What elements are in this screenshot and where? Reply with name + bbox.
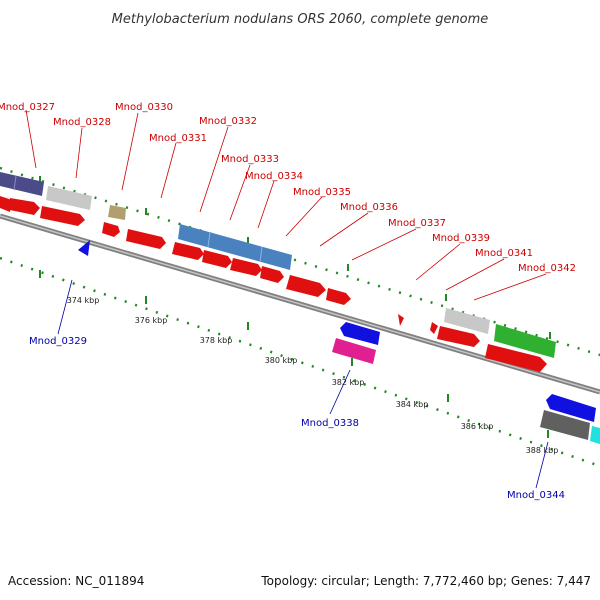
scale-label: 376 kbp — [135, 316, 168, 325]
leader-line — [25, 109, 37, 169]
gene-label[interactable]: Mnod_0341 — [475, 248, 533, 259]
leader-line — [57, 279, 73, 335]
gene-label[interactable]: Mnod_0337 — [388, 218, 446, 229]
gene-box[interactable] — [494, 324, 556, 358]
reverse-leader-lines — [57, 279, 549, 489]
gene-box[interactable] — [108, 205, 126, 220]
gene-arrow[interactable] — [340, 322, 380, 345]
gene-arrow[interactable] — [260, 266, 284, 283]
gene-label[interactable]: Mnod_0335 — [293, 187, 351, 198]
forward-strand-genes — [0, 196, 547, 372]
gene-divider — [259, 246, 263, 263]
gene-box[interactable] — [590, 426, 600, 444]
leader-line — [329, 369, 351, 415]
inner-dot-track — [0, 256, 600, 468]
leader-line — [229, 164, 251, 221]
scale-label: 384 kbp — [396, 400, 429, 409]
leader-line — [473, 273, 547, 301]
gene-label[interactable]: Mnod_0328 — [53, 117, 111, 128]
leader-line — [121, 112, 139, 191]
gene-arrow[interactable] — [546, 394, 596, 422]
leader-line — [285, 196, 323, 237]
gene-box[interactable] — [332, 338, 376, 364]
gene-label[interactable]: Mnod_0338 — [301, 418, 359, 429]
leader-line — [535, 441, 549, 489]
gene-label[interactable]: Mnod_0330 — [115, 102, 173, 113]
gene-arrow[interactable] — [398, 314, 404, 326]
gene-arrow[interactable] — [0, 196, 12, 212]
leader-line — [351, 228, 417, 261]
gene-box[interactable] — [46, 186, 92, 210]
genome-backbone-highlight — [0, 215, 600, 393]
gene-label[interactable]: Mnod_0344 — [507, 490, 565, 501]
gene-label[interactable]: Mnod_0334 — [245, 171, 303, 182]
scale-label: 378 kbp — [200, 336, 233, 345]
reverse-strand-genes — [78, 240, 600, 444]
gene-box[interactable] — [178, 224, 292, 270]
gene-arrow[interactable] — [40, 206, 85, 226]
leader-line — [319, 212, 369, 247]
gene-label[interactable]: Mnod_0331 — [149, 133, 207, 144]
leader-line — [415, 243, 461, 281]
gene-box[interactable] — [540, 410, 590, 440]
gene-divider — [13, 175, 17, 191]
gene-label[interactable]: Mnod_0339 — [432, 233, 490, 244]
genome-summary-text: Topology: circular; Length: 7,772,460 bp… — [260, 574, 591, 588]
gene-box[interactable] — [0, 172, 44, 196]
gene-arrow[interactable] — [437, 326, 480, 347]
gene-box[interactable] — [444, 308, 490, 334]
scale-label: 388 kbp — [526, 446, 559, 455]
gene-label[interactable]: Mnod_0329 — [29, 336, 87, 347]
forward-leader-lines — [25, 109, 547, 301]
gene-arrow[interactable] — [172, 242, 204, 260]
scale-label: 386 kbp — [461, 422, 494, 431]
gene-arrow[interactable] — [326, 288, 351, 305]
gene-arrow[interactable] — [202, 250, 232, 268]
leader-line — [160, 142, 177, 199]
forward-gene-labels: Mnod_0327 Mnod_0328 Mnod_0330 Mnod_0331 … — [0, 102, 576, 274]
inner-tick-track — [0, 256, 600, 468]
gene-label[interactable]: Mnod_0336 — [340, 202, 398, 213]
scale-labels: 374 kbp 376 kbp 378 kbp 380 kbp 382 kbp … — [67, 296, 559, 455]
gene-divider — [207, 231, 211, 248]
leader-line — [445, 258, 505, 291]
outer-feature-genes — [0, 172, 556, 358]
leader-line — [75, 127, 83, 179]
gene-arrow[interactable] — [230, 258, 262, 276]
gene-arrow[interactable] — [430, 322, 438, 334]
gene-arrow[interactable] — [485, 344, 547, 372]
gene-label[interactable]: Mnod_0332 — [199, 116, 257, 127]
scale-label: 380 kbp — [265, 356, 298, 365]
leader-line — [257, 180, 275, 229]
gene-label[interactable]: Mnod_0327 — [0, 102, 55, 113]
scale-label: 374 kbp — [67, 296, 100, 305]
gene-arrow[interactable] — [102, 222, 120, 237]
gene-label[interactable]: Mnod_0342 — [518, 263, 576, 274]
gene-arrow[interactable] — [286, 275, 326, 297]
gene-arrow[interactable] — [10, 198, 40, 215]
leader-line — [199, 126, 229, 213]
map-title: Methylobacterium nodulans ORS 2060, comp… — [112, 12, 489, 27]
accession-text: Accession: NC_011894 — [8, 574, 144, 588]
scale-label: 382 kbp — [332, 378, 365, 387]
gene-arrow[interactable] — [78, 240, 90, 256]
gene-arrow[interactable] — [126, 229, 166, 249]
gene-label[interactable]: Mnod_0333 — [221, 154, 279, 165]
reverse-gene-labels: Mnod_0329 Mnod_0338 Mnod_0344 — [29, 336, 565, 501]
